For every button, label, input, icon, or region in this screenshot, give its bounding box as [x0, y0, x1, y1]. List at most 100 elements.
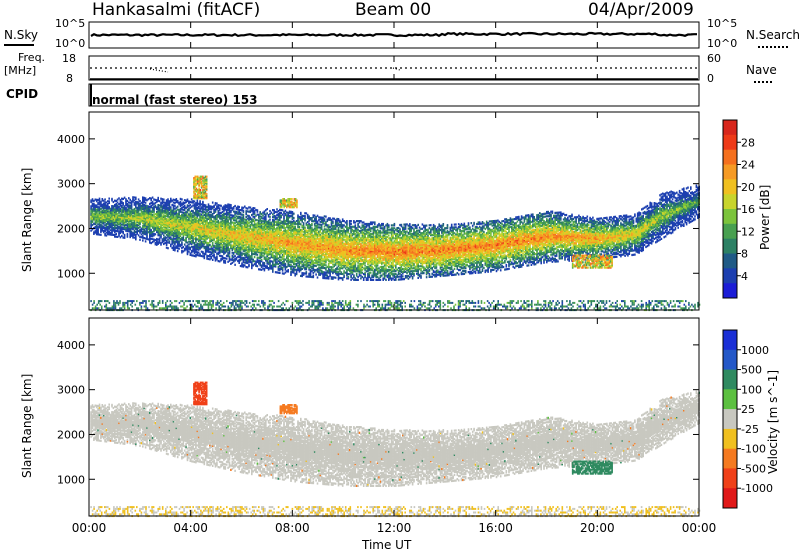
power-cell — [131, 200, 133, 202]
power-cell — [152, 241, 154, 243]
power-cell — [100, 208, 102, 210]
power-cell — [173, 201, 175, 203]
power-cell — [95, 199, 97, 201]
power-cell — [294, 236, 296, 238]
power-cell — [289, 232, 291, 234]
power-cell — [121, 235, 123, 237]
power-cell — [125, 198, 127, 200]
power-cell — [198, 206, 200, 208]
power-cell — [145, 197, 147, 199]
power-cell — [99, 234, 101, 236]
power-cell — [220, 215, 222, 217]
power-cell — [122, 237, 124, 239]
power-cell — [301, 268, 303, 270]
power-cell — [184, 239, 186, 241]
power-cell — [211, 246, 213, 248]
power-cell — [121, 224, 123, 226]
power-cell — [190, 234, 192, 236]
power-cell — [248, 244, 250, 246]
power-cell — [299, 260, 301, 262]
power-cell — [227, 252, 229, 254]
power-cell — [306, 230, 308, 232]
power-cell — [244, 253, 246, 255]
power-cell — [216, 202, 218, 204]
power-cell — [301, 215, 303, 217]
power-cell — [225, 204, 227, 206]
power-cell — [233, 256, 235, 258]
power-cell — [244, 261, 246, 263]
power-cell — [243, 257, 245, 259]
power-cell — [301, 225, 303, 227]
power-cell — [152, 231, 154, 233]
power-cell — [188, 213, 190, 215]
power-heatmap — [90, 176, 700, 312]
power-cell — [238, 209, 240, 211]
power-cell — [220, 249, 222, 251]
power-cell — [219, 212, 221, 214]
power-cell — [251, 218, 253, 220]
power-cell — [222, 255, 224, 257]
power-cell — [198, 219, 200, 221]
power-cell — [90, 205, 92, 207]
power-cell — [102, 210, 104, 212]
power-cell — [139, 229, 141, 231]
power-cell — [279, 265, 281, 267]
power-cell — [212, 255, 214, 257]
power-cell — [236, 247, 238, 249]
power-cell — [204, 224, 206, 226]
power-cell — [178, 209, 180, 211]
power-cell — [153, 233, 155, 235]
power-cell — [118, 215, 120, 217]
power-cell — [136, 207, 138, 209]
power-cell — [262, 255, 264, 257]
power-cell — [192, 210, 194, 212]
power-cell — [180, 198, 182, 200]
power-cell — [311, 270, 313, 272]
power-cell — [233, 206, 235, 208]
power-cell — [272, 223, 274, 225]
power-cell — [278, 266, 280, 268]
power-cell — [139, 213, 141, 215]
power-cell — [115, 236, 117, 238]
power-cell — [202, 215, 204, 217]
power-cell — [286, 223, 288, 225]
power-cell — [174, 241, 176, 243]
power-cell — [252, 219, 254, 221]
power-cell — [139, 226, 141, 228]
power-cell — [180, 244, 182, 246]
power-cell — [201, 211, 203, 213]
power-cell — [282, 249, 284, 251]
power-cell — [247, 210, 249, 212]
power-cell — [220, 255, 222, 257]
power-cell — [283, 215, 285, 217]
power-cell — [215, 202, 217, 204]
power-cell — [310, 256, 312, 258]
power-cell — [212, 247, 214, 249]
power-cell — [204, 246, 206, 248]
power-cell — [222, 207, 224, 209]
power-cell — [192, 214, 194, 216]
power-cell — [199, 253, 201, 255]
power-cell — [280, 212, 282, 214]
power-cell — [159, 237, 161, 239]
power-cell — [280, 248, 282, 250]
power-cell — [220, 212, 222, 214]
power-cell — [264, 262, 266, 264]
power-cell — [227, 212, 229, 214]
power-cell — [202, 251, 204, 253]
power-cell — [308, 233, 310, 235]
power-cell — [280, 225, 282, 227]
power-cell — [254, 249, 256, 251]
power-cell — [110, 208, 112, 210]
power-cell — [120, 199, 122, 201]
power-cell — [262, 262, 264, 264]
power-cell — [218, 204, 220, 206]
power-cell — [289, 225, 291, 227]
power-cell — [195, 217, 197, 219]
power-cell — [300, 275, 302, 277]
power-cell — [170, 206, 172, 208]
power-cell — [293, 226, 295, 228]
power-cell — [268, 214, 270, 216]
power-cell — [192, 255, 194, 257]
power-cell — [198, 210, 200, 212]
